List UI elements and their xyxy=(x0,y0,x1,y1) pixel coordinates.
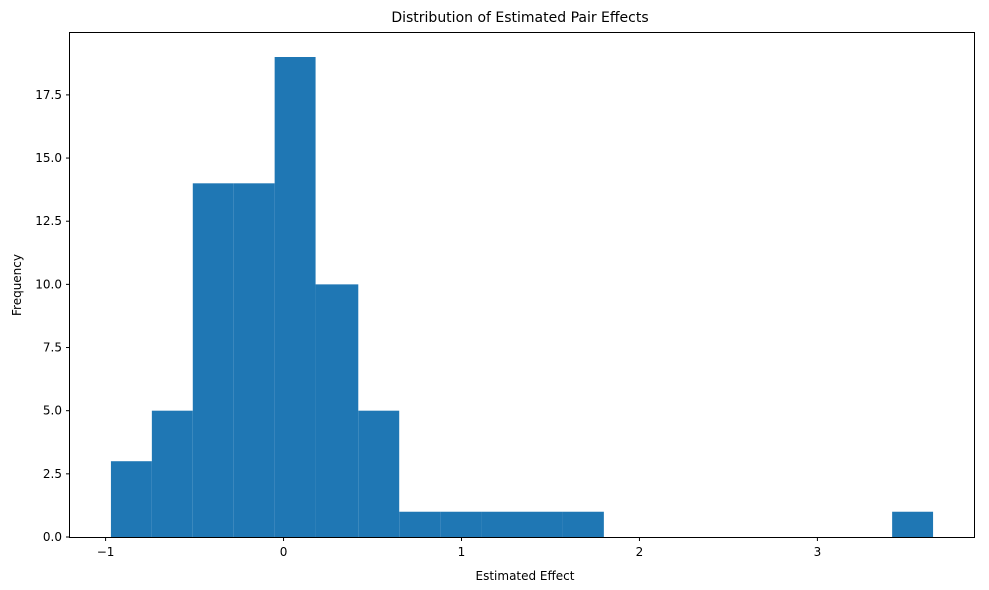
histogram-bar xyxy=(440,511,482,537)
y-tick-label: 15.0 xyxy=(35,151,62,165)
plot-frame xyxy=(69,32,975,538)
histogram-bar xyxy=(192,183,234,537)
plot-area: −1 0 1 2 3 0.0 2.5 5.0 7.5 10.0 12.5 15.0 17.5 xyxy=(35,32,975,559)
x-axis-label: Estimated Effect xyxy=(476,569,575,583)
histogram-bar xyxy=(481,511,522,537)
y-tick-label: 2.5 xyxy=(43,467,62,481)
histogram-bar xyxy=(522,511,563,537)
y-tick-label: 17.5 xyxy=(35,88,62,102)
y-tick-label: 5.0 xyxy=(43,404,62,418)
histogram-bar xyxy=(358,410,400,537)
y-tick-label: 12.5 xyxy=(35,214,62,228)
histogram-bar xyxy=(892,511,934,537)
y-tick-label: 0.0 xyxy=(43,530,62,544)
histogram-bar xyxy=(151,410,193,537)
chart-title: Distribution of Estimated Pair Effects xyxy=(391,10,648,26)
x-tick-label: 0 xyxy=(280,545,288,559)
histogram-bar xyxy=(315,284,359,537)
y-axis-ticks: 0.0 2.5 5.0 7.5 10.0 12.5 15.0 17.5 xyxy=(35,88,70,544)
histogram-bar xyxy=(233,183,275,537)
x-tick-label: 1 xyxy=(458,545,466,559)
y-tick-label: 7.5 xyxy=(43,341,62,355)
x-axis-ticks: −1 0 1 2 3 xyxy=(97,537,821,559)
x-tick-label: 3 xyxy=(814,545,822,559)
y-tick-label: 10.0 xyxy=(35,277,62,291)
histogram-bar xyxy=(562,511,604,537)
y-axis-label: Frequency xyxy=(10,254,24,316)
x-tick-label: 2 xyxy=(636,545,644,559)
histogram-bar xyxy=(399,511,441,537)
histogram-bar xyxy=(274,57,316,537)
x-tick-label: −1 xyxy=(97,545,115,559)
histogram-bar xyxy=(110,461,152,537)
bars-group xyxy=(110,57,934,537)
